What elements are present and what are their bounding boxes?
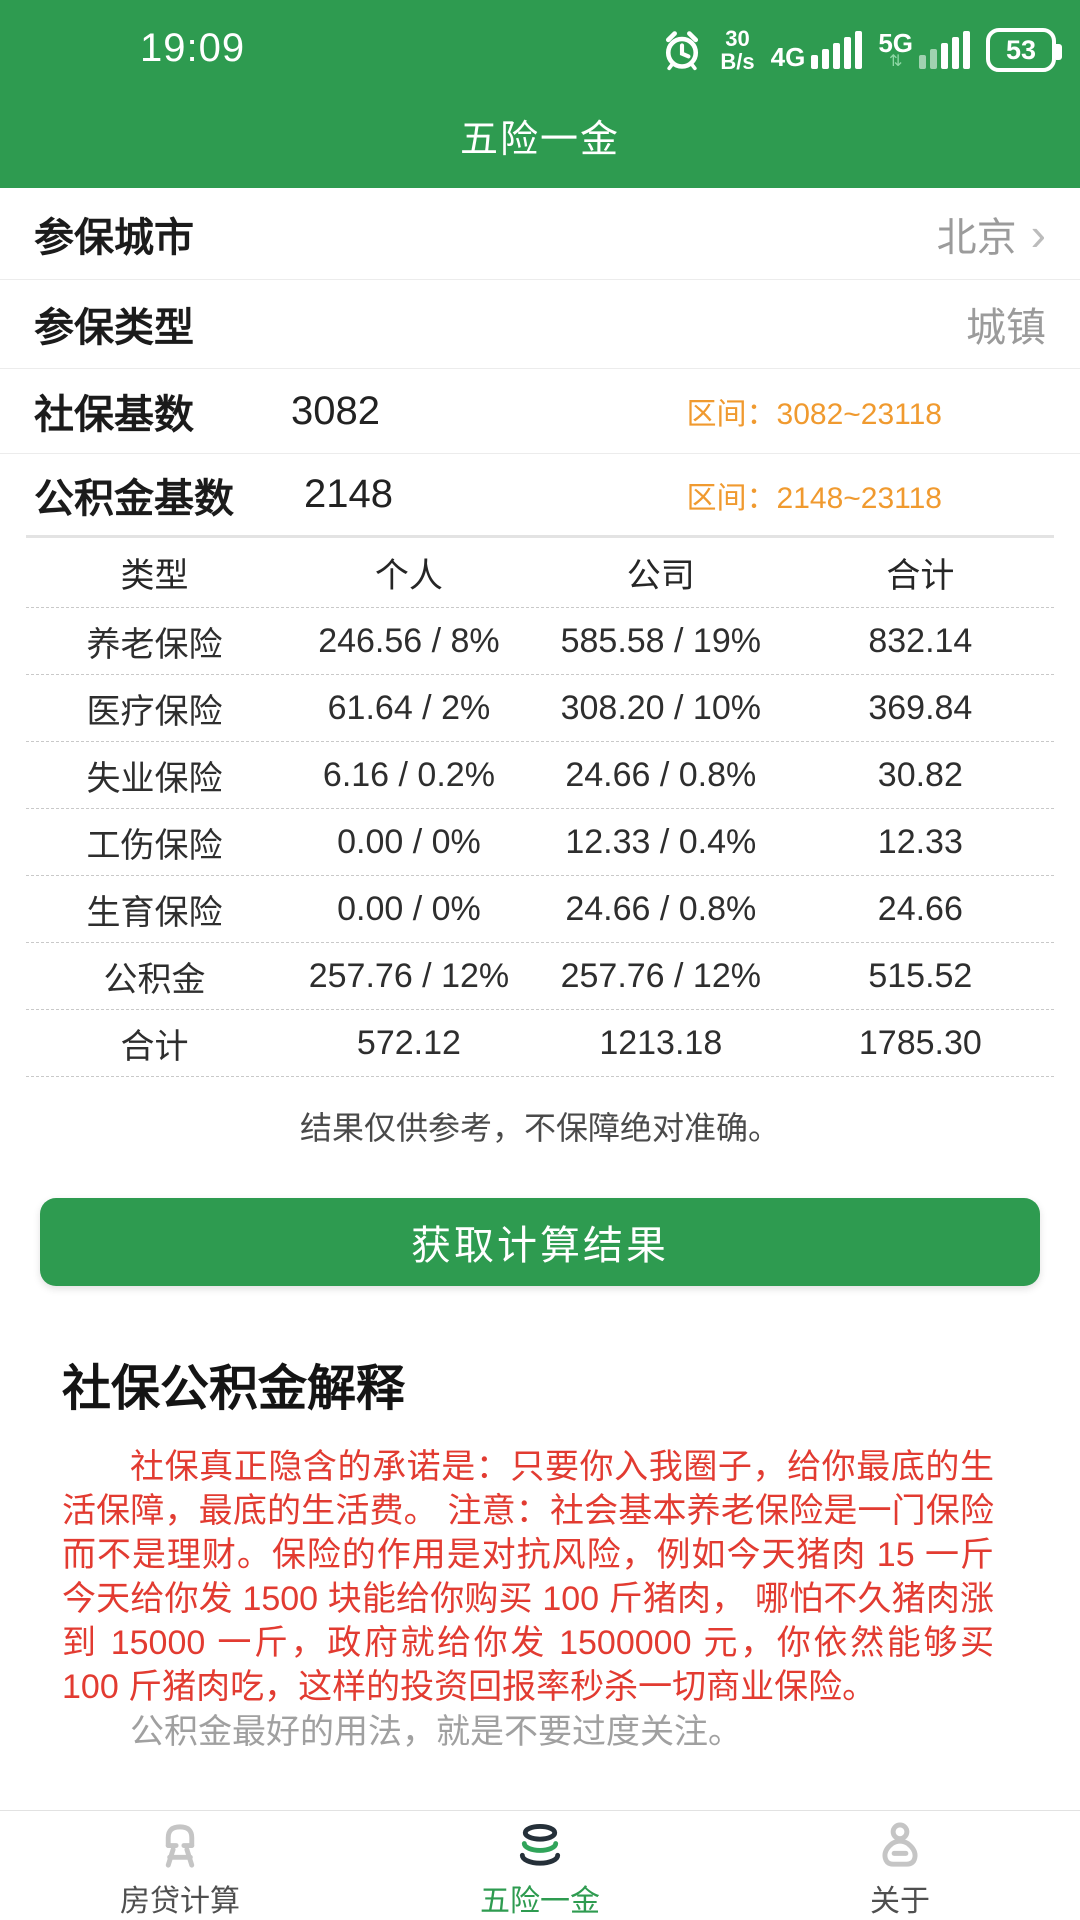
cell-personal: 61.64 / 2%: [327, 688, 491, 727]
insured-type-value: 城镇: [966, 306, 1046, 350]
cell-company: 12.33 / 0.4%: [565, 822, 757, 861]
explanation-note: 公积金最好的用法，就是不要过度关注。: [130, 1713, 742, 1751]
cell-total: 369.84: [868, 688, 973, 727]
table-row: 生育保险 0.00 / 0% 24.66 / 0.8% 24.66: [26, 876, 1054, 943]
page-title: 五险一金: [459, 119, 620, 161]
signal-5g-stack: 5G ⇅: [878, 28, 913, 70]
cell-personal: 257.76 / 12%: [308, 956, 510, 995]
tab-five-insurances[interactable]: 五险一金: [360, 1811, 720, 1920]
cell-total: 12.33: [877, 822, 963, 861]
fund-base-label: 公积金基数: [34, 476, 234, 521]
insured-type-label: 参保类型: [34, 306, 194, 350]
contribution-table: 类型 个人 公司 合计 养老保险 246.56 / 8% 585.58 / 19…: [26, 535, 1054, 1077]
cell-type: 失业保险: [86, 759, 223, 798]
cell-company: 308.20 / 10%: [560, 688, 761, 727]
cell-type: 医疗保险: [86, 692, 223, 731]
row-insured-type[interactable]: 参保类型 城镇: [0, 280, 1080, 369]
tab-label: 五险一金: [480, 1885, 600, 1918]
tab-mortgage-calc[interactable]: 房贷计算: [0, 1811, 360, 1920]
cell-personal: 246.56 / 8%: [318, 621, 500, 660]
bottom-tab-bar: 房贷计算 五险一金 关于: [0, 1810, 1080, 1920]
cell-type: 工伤保险: [86, 826, 223, 865]
fund-base-input[interactable]: 2148: [304, 472, 393, 516]
cell-company: 585.58 / 19%: [560, 621, 761, 660]
cell-total: 24.66: [877, 889, 963, 928]
table-row: 养老保险 246.56 / 8% 585.58 / 19% 832.14: [26, 608, 1054, 675]
network-speed-value: 30: [725, 26, 750, 51]
cell-company: 24.66 / 0.8%: [565, 889, 757, 928]
cell-company: 24.66 / 0.8%: [565, 755, 757, 794]
col-header-personal: 个人: [374, 557, 443, 595]
insured-city-label: 参保城市: [34, 215, 194, 260]
table-row: 医疗保险 61.64 / 2% 308.20 / 10% 369.84: [26, 675, 1054, 742]
status-icons: 30 B/s 4G 5G ⇅ 53: [660, 20, 1066, 80]
social-base-input[interactable]: 3082: [291, 388, 380, 433]
social-base-range: 区间：3082~23118: [686, 398, 942, 431]
row-insured-city[interactable]: 参保城市 北京 ›: [0, 188, 1080, 280]
signal-4g-icon: 4G: [770, 31, 863, 72]
signal-5g-label: 5G: [878, 28, 913, 58]
tab-about[interactable]: 关于: [720, 1811, 1080, 1920]
signal-4g-label: 4G: [770, 42, 806, 72]
table-header-row: 类型 个人 公司 合计: [26, 538, 1054, 608]
person-icon: [882, 1822, 918, 1867]
cell-company: 1213.18: [599, 1023, 723, 1062]
cell-total: 30.82: [877, 755, 963, 794]
chevron-right-icon: ›: [1030, 207, 1046, 260]
explanation-paragraph: 社保真正隐含的承诺是：只要你入我圈子，给你最底的生活保障，最底的生活费。 注意：…: [62, 1448, 994, 1706]
row-social-base: 社保基数 3082 区间：3082~23118: [0, 369, 1080, 454]
cell-personal: 0.00 / 0%: [337, 822, 481, 861]
cell-personal: 572.12: [356, 1023, 461, 1062]
alarm-clock-icon: [666, 31, 699, 71]
cell-type: 公积金: [103, 960, 206, 999]
status-bar: 19:09 30 B/s 4G: [0, 0, 1080, 84]
tab-label: 关于: [870, 1885, 930, 1918]
cell-personal: 6.16 / 0.2%: [322, 755, 495, 794]
cell-type: 生育保险: [86, 893, 223, 932]
explanation-heading: 社保公积金解释: [62, 1362, 406, 1416]
get-result-button[interactable]: 获取计算结果: [40, 1198, 1040, 1286]
coins-stack-icon: [519, 1823, 561, 1866]
row-fund-base: 公积金基数 2148 区间：2148~23118: [0, 454, 1080, 535]
app-header: 19:09 30 B/s 4G: [0, 0, 1080, 188]
tab-label: 房贷计算: [120, 1885, 240, 1918]
cell-type: 养老保险: [86, 625, 223, 664]
cell-total: 832.14: [868, 621, 973, 660]
network-speed-unit: B/s: [720, 49, 755, 74]
battery-percent: 53: [1005, 34, 1037, 65]
insured-city-value: 北京: [936, 215, 1017, 260]
fund-base-range: 区间：2148~23118: [686, 481, 942, 515]
mortgage-calc-icon: [165, 1824, 195, 1868]
col-header-company: 公司: [626, 557, 695, 595]
status-time: 19:09: [140, 26, 246, 70]
table-row: 公积金 257.76 / 12% 257.76 / 12% 515.52: [26, 943, 1054, 1010]
table-row-total: 合计 572.12 1213.18 1785.30: [26, 1010, 1054, 1077]
cell-type: 合计: [120, 1027, 189, 1066]
signal-4g-bars: [811, 31, 863, 69]
network-speed-indicator: 30 B/s: [720, 27, 754, 73]
signal-5g-icon: 5G ⇅: [878, 28, 970, 70]
table-row: 失业保险 6.16 / 0.2% 24.66 / 0.8% 30.82: [26, 742, 1054, 809]
cell-total: 1785.30: [858, 1023, 982, 1062]
cell-company: 257.76 / 12%: [560, 956, 761, 995]
signal-5g-bars: [919, 31, 970, 69]
cell-total: 515.52: [868, 956, 973, 995]
result-disclaimer: 结果仅供参考，不保障绝对准确。: [299, 1110, 780, 1146]
cell-personal: 0.00 / 0%: [337, 889, 481, 928]
col-header-total: 合计: [886, 557, 955, 595]
col-header-type: 类型: [120, 557, 189, 595]
data-updown-arrow-icon: ⇅: [888, 53, 903, 70]
table-row: 工伤保险 0.00 / 0% 12.33 / 0.4% 12.33: [26, 809, 1054, 876]
social-base-label: 社保基数: [34, 393, 194, 437]
battery-icon: 53: [986, 28, 1062, 72]
